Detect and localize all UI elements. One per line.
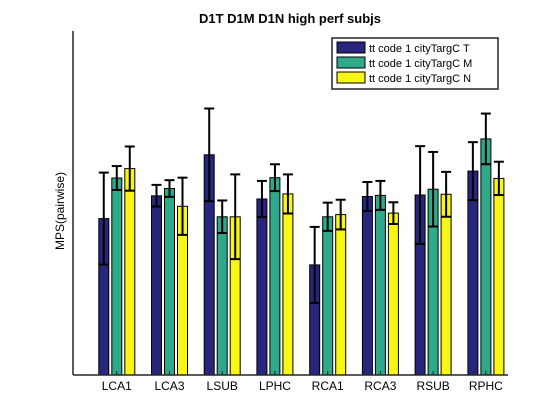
legend-swatch	[336, 56, 366, 69]
x-tick-label: RCA1	[312, 379, 344, 393]
errorbars-layer	[98, 107, 504, 304]
x-tick-label: LSUB	[207, 379, 238, 393]
bar	[467, 170, 479, 376]
x-tick-label: LPHC	[259, 379, 291, 393]
bar	[256, 198, 268, 376]
x-tick-label: RCA3	[364, 379, 396, 393]
chart-title: D1T D1M D1N high perf subjs	[199, 11, 381, 26]
bar	[164, 188, 175, 376]
bar	[124, 168, 136, 376]
bar	[387, 212, 399, 376]
bar	[282, 193, 294, 376]
bar	[111, 177, 123, 376]
y-axis-label: MPS(pairwise)	[53, 172, 67, 250]
bars-layer	[98, 138, 505, 376]
bar	[151, 195, 162, 376]
x-tick-label: RPHC	[469, 379, 503, 393]
bar	[493, 177, 505, 376]
legend-swatch	[336, 71, 366, 84]
bar	[361, 196, 373, 376]
bar	[322, 216, 334, 376]
x-ticks-layer: LCA1 LCA3 LSUB LPHC RCA1 RCA3 RSUB RPHC	[102, 371, 503, 393]
bar	[440, 193, 452, 376]
x-tick-label: LCA1	[102, 379, 132, 393]
legend: tt code 1 cityTargC T tt code 1 cityTargC…	[331, 37, 499, 90]
legend-swatch	[336, 41, 366, 54]
bar	[374, 194, 386, 376]
legend-label: tt code 1 cityTargC N	[369, 73, 471, 85]
bar	[216, 216, 228, 376]
legend-label: tt code 1 cityTargC M	[369, 58, 472, 70]
bar	[269, 177, 281, 376]
legend-label: tt code 1 cityTargC T	[369, 43, 470, 55]
bar	[335, 214, 347, 376]
x-tick-label: LCA3	[154, 379, 184, 393]
bar	[480, 138, 492, 376]
x-tick-label: RSUB	[416, 379, 449, 393]
